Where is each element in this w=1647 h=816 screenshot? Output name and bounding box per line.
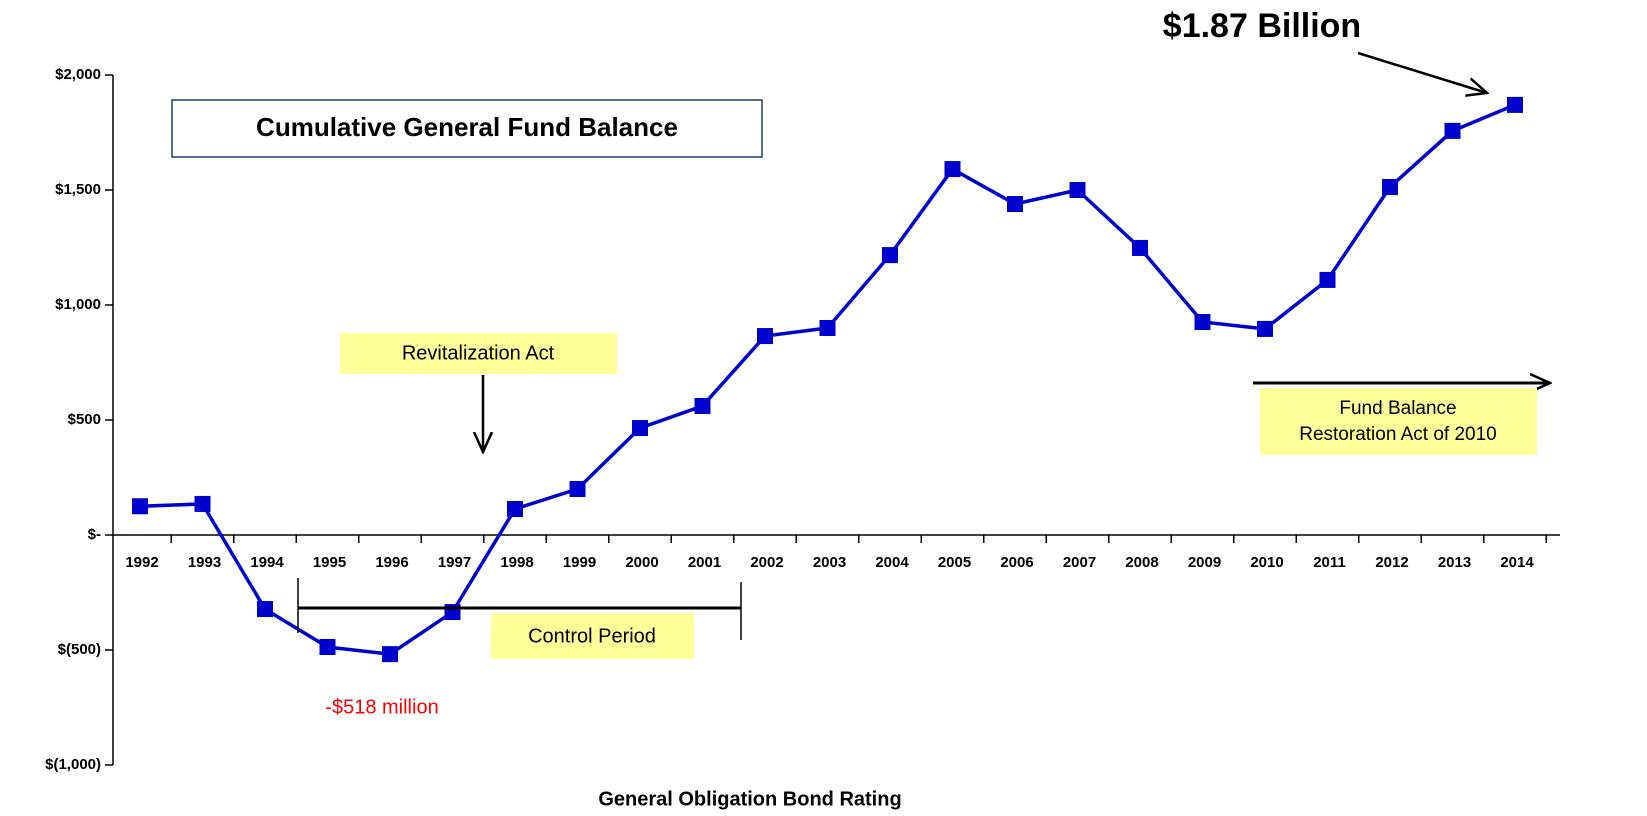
- x-tick-label: 2009: [1188, 554, 1221, 571]
- data-point: [1007, 196, 1023, 213]
- y-tick-label: $1,500: [55, 181, 101, 198]
- y-tick-label: $1,000: [55, 296, 101, 313]
- data-point: [569, 481, 586, 497]
- y-tick-label: $-: [88, 526, 101, 543]
- data-point: [1132, 239, 1148, 256]
- annotations: Cumulative General Fund Balance $1.87 Bi…: [171, 7, 1550, 810]
- data-point: [1194, 314, 1211, 331]
- x-tick-label: 1992: [125, 554, 158, 571]
- x-tick-label: 2007: [1063, 554, 1096, 571]
- x-tick-label: 2013: [1438, 554, 1471, 571]
- restoration-box: [1260, 388, 1537, 455]
- x-tick-label: 2011: [1313, 554, 1346, 571]
- data-point: [1382, 179, 1398, 196]
- x-tick-label: 2006: [1000, 554, 1033, 571]
- data-point: [1507, 96, 1523, 113]
- x-tick-label: 1996: [375, 554, 408, 571]
- x-tick-label: 2008: [1125, 554, 1158, 571]
- x-tick-label: 2000: [625, 554, 658, 571]
- data-point: [444, 604, 461, 621]
- data-point: [257, 601, 273, 618]
- x-tick-label: 2012: [1375, 554, 1408, 571]
- data-point: [1319, 271, 1336, 288]
- x-axis-label: General Obligation Bond Rating: [598, 788, 901, 810]
- x-tick-label: 1999: [563, 554, 596, 571]
- data-point: [382, 646, 398, 663]
- restoration-label: Restoration Act of 2010: [1299, 424, 1497, 445]
- x-tick-label: 1998: [500, 554, 533, 571]
- data-point: [319, 639, 336, 656]
- x-tick-label: 1994: [250, 554, 284, 571]
- chart-title: Cumulative General Fund Balance: [256, 112, 678, 142]
- control-box: [491, 613, 694, 659]
- revitalization-label: Revitalization Act: [402, 342, 555, 364]
- x-tick-label: 1997: [438, 554, 471, 571]
- data-point: [132, 498, 148, 515]
- y-tick-label: $(1,000): [45, 756, 101, 773]
- data-point: [757, 328, 773, 345]
- series-line: [139, 103, 1516, 656]
- data-point: [194, 495, 211, 512]
- x-tick-label: 2003: [813, 554, 846, 571]
- x-tick-label: 2005: [938, 554, 971, 571]
- y-tick-label: $500: [68, 411, 101, 428]
- x-tick-label: 2014: [1500, 554, 1534, 571]
- low-annotation: -$518 million: [325, 696, 438, 718]
- title-box: [171, 99, 763, 158]
- data-point: [694, 397, 711, 414]
- control-label: Control Period: [528, 625, 656, 647]
- data-point: [632, 420, 648, 437]
- restoration-label: Fund Balance: [1339, 398, 1456, 419]
- y-tick-label: $(500): [58, 641, 101, 658]
- data-point: [819, 320, 836, 336]
- x-tick-label: 2002: [750, 554, 783, 571]
- x-tick-label: 2001: [688, 554, 721, 571]
- y-tick-label: $2,000: [55, 66, 101, 83]
- peak-arrow: [1357, 51, 1487, 93]
- x-tick-label: 1993: [188, 554, 221, 571]
- data-point: [882, 247, 898, 264]
- x-tick-label: 2010: [1250, 554, 1283, 571]
- data-point: [1257, 320, 1273, 337]
- x-tick-label: 2004: [875, 554, 909, 571]
- data-point: [1444, 122, 1461, 139]
- data-point: [1069, 182, 1086, 198]
- revitalization-box: [340, 333, 617, 374]
- peak-annotation: $1.87 Billion: [1163, 7, 1361, 45]
- x-tick-label: 1995: [313, 554, 346, 571]
- data-point: [507, 501, 523, 518]
- data-point: [944, 161, 961, 178]
